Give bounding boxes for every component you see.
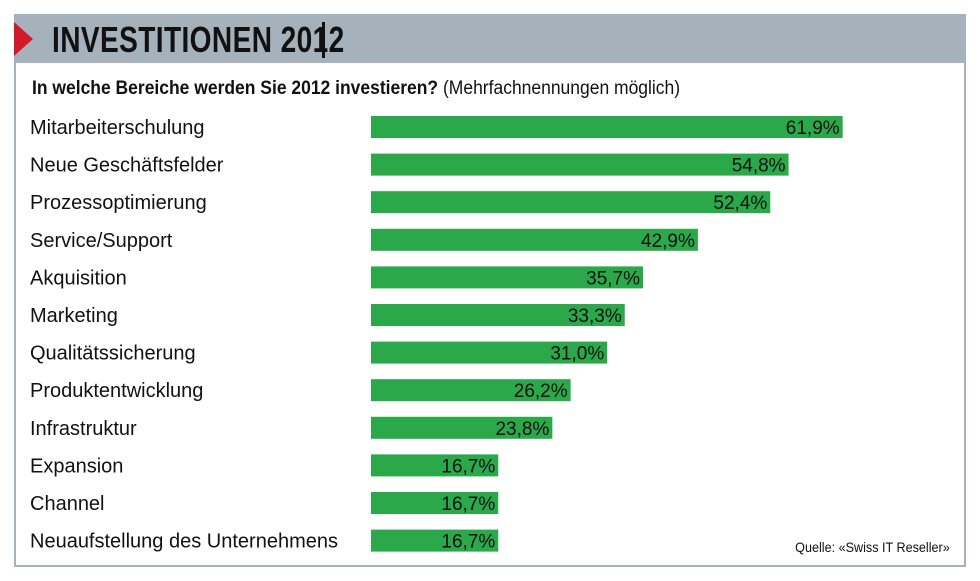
bar-value-label: 16,7% — [441, 532, 495, 553]
category-label: Qualitätssicherung — [30, 343, 196, 365]
bar — [371, 304, 625, 326]
category-label: Channel — [30, 493, 105, 515]
category-label: Mitarbeiterschulung — [30, 117, 205, 139]
bar — [371, 228, 698, 251]
question-text: In welche Bereiche werden Sie 2012 inves… — [32, 78, 439, 99]
bar — [371, 529, 499, 552]
bar — [371, 191, 771, 214]
bar-value-label: 52,4% — [713, 193, 767, 214]
bar-value-label: 54,8% — [732, 156, 786, 177]
category-label: Expansion — [30, 455, 123, 477]
category-label: Produktentwicklung — [30, 380, 203, 402]
bar-value-label: 16,7% — [441, 456, 495, 477]
bar-value-label: 35,7% — [586, 268, 640, 289]
bar — [371, 153, 789, 176]
category-label: Prozessoptimierung — [30, 192, 207, 214]
bar — [371, 266, 644, 289]
bar-value-label: 42,9% — [641, 231, 695, 252]
category-label: Infrastruktur — [30, 418, 137, 440]
bar-value-label: 31,0% — [550, 344, 604, 365]
bar — [371, 379, 571, 402]
title-divider — [322, 22, 325, 58]
bar-value-label: 33,3% — [568, 306, 622, 327]
chart-title: INVESTITIONEN 2012 — [52, 19, 345, 60]
category-label: Service/Support — [30, 230, 173, 252]
source-note: Quelle: «Swiss IT Reseller» — [795, 539, 950, 555]
question-note: (Mehrfachnennungen möglich) — [442, 78, 681, 99]
category-label: Akquisition — [30, 267, 127, 289]
bar-value-label: 16,7% — [441, 494, 495, 515]
bar — [371, 454, 499, 477]
category-label: Neuaufstellung des Unternehmens — [30, 531, 338, 553]
bar — [371, 416, 553, 439]
bar — [371, 116, 843, 138]
bar-value-label: 23,8% — [495, 419, 549, 440]
category-label: Marketing — [30, 305, 118, 327]
bar-value-label: 61,9% — [786, 118, 840, 139]
bar — [371, 492, 499, 514]
category-label: Neue Geschäftsfelder — [30, 155, 224, 177]
bar — [371, 341, 608, 364]
bar-value-label: 26,2% — [514, 381, 568, 402]
header-band: INVESTITIONEN 2012 — [14, 16, 964, 63]
red-arrow-icon — [14, 22, 33, 56]
chart-subtitle: In welche Bereiche werden Sie 2012 inves… — [32, 78, 680, 100]
